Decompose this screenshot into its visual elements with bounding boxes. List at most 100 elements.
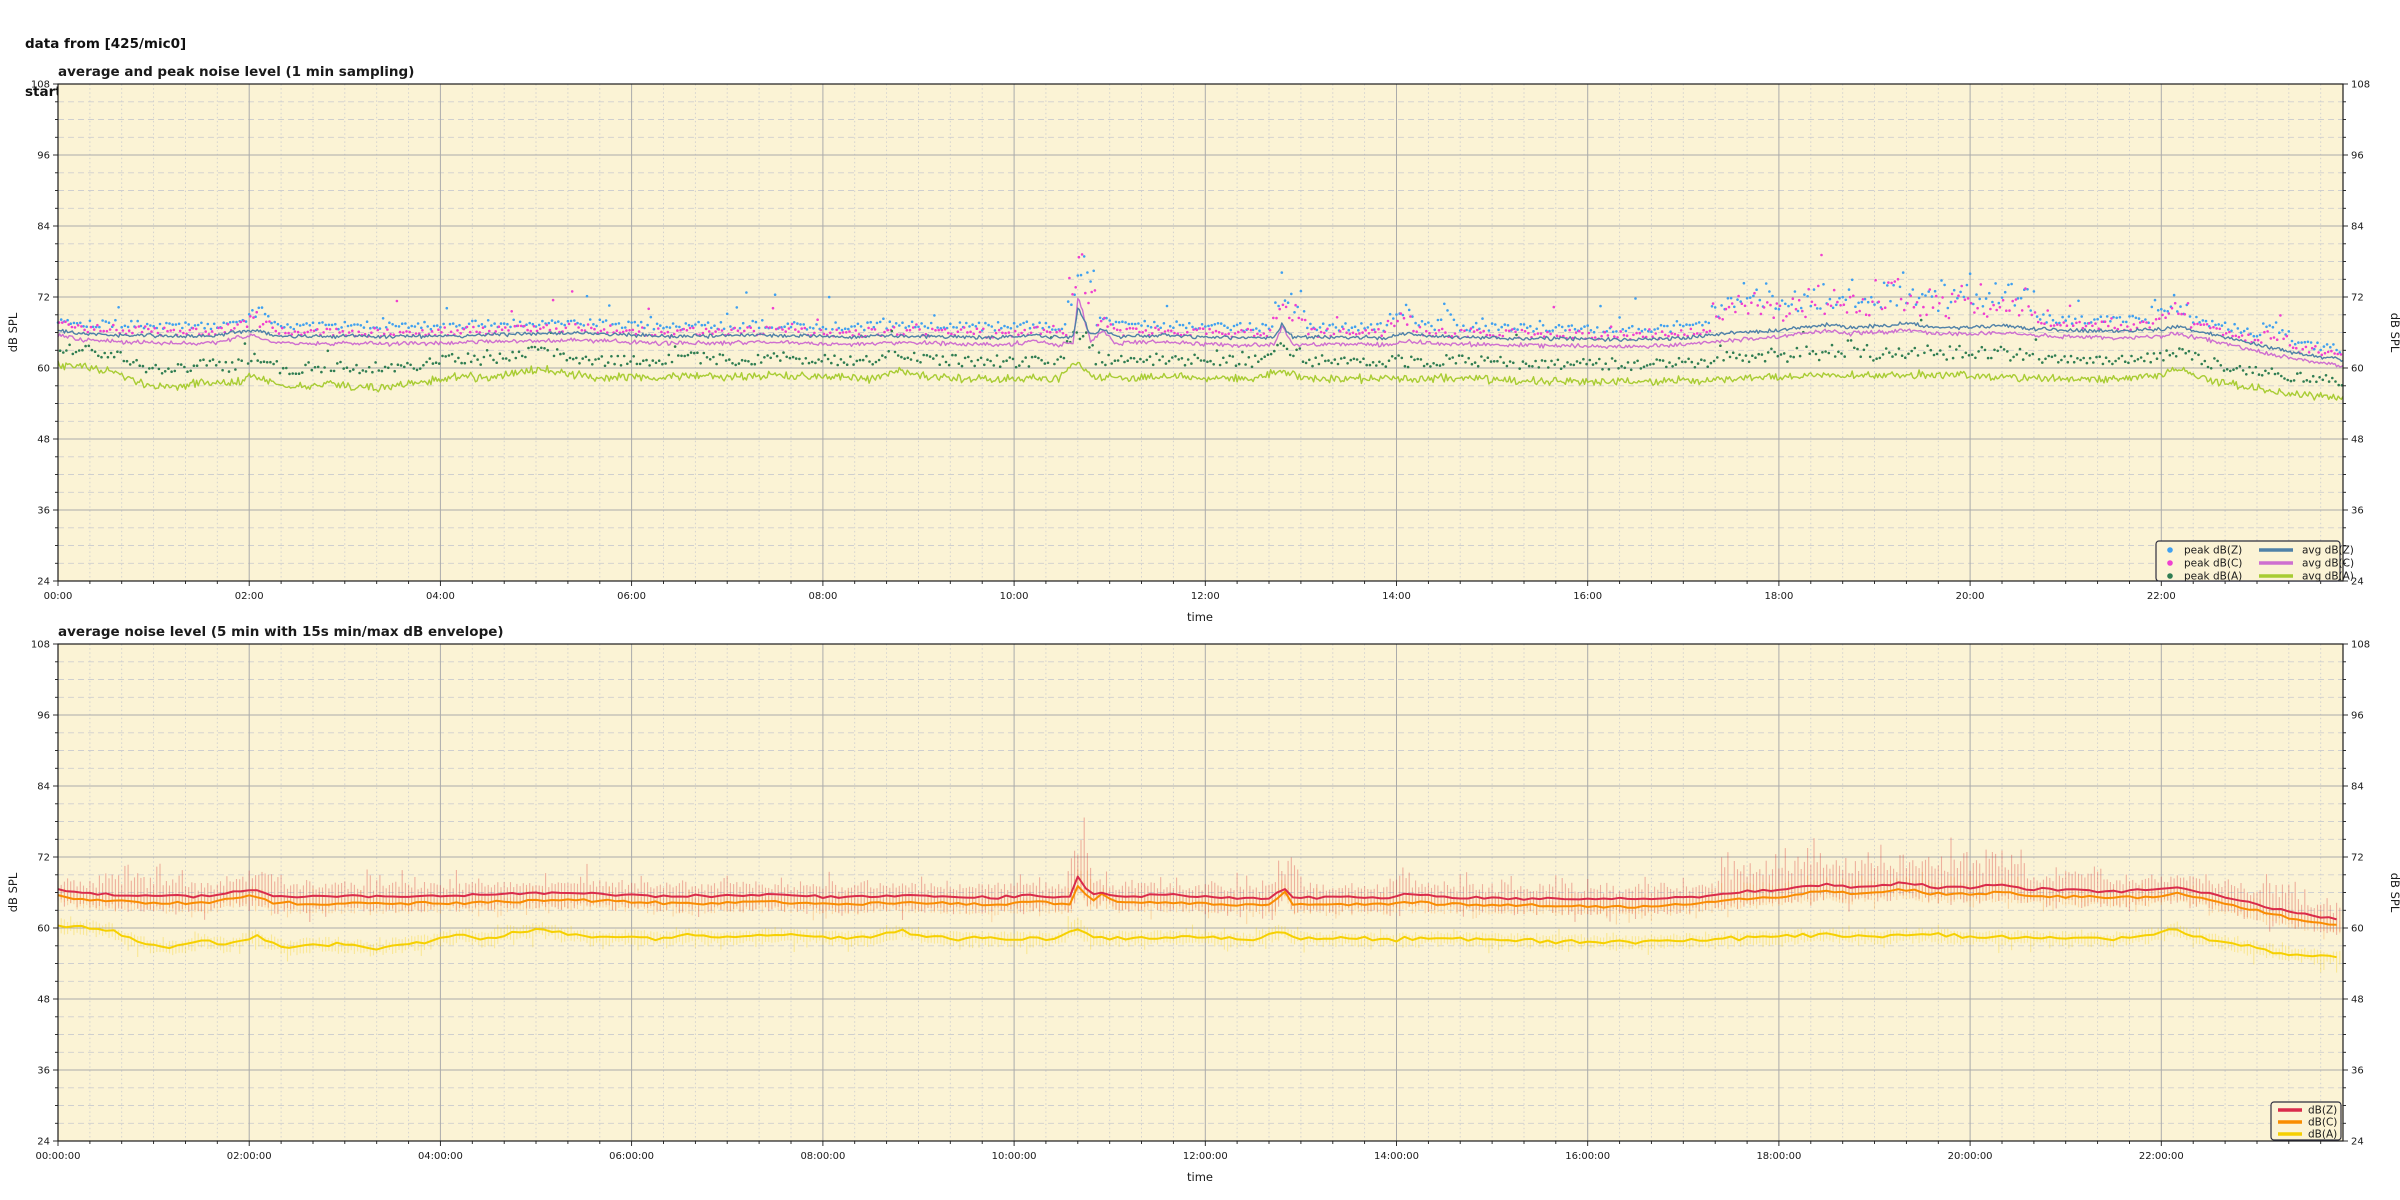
y-tick-label: 84 (37, 222, 50, 233)
y-tick-label-right: 108 (2351, 80, 2370, 91)
y-tick-label-right: 72 (2351, 853, 2364, 864)
y-tick-label-right: 60 (2351, 364, 2364, 375)
legend-marker-dot (2167, 573, 2173, 579)
y-tick-label-right: 60 (2351, 924, 2364, 935)
tick-labels: 24 24 36 36 48 48 60 60 72 72 84 84 96 96 108 108 00:00 0… (31, 80, 2370, 603)
x-tick-label: 04:00 (426, 591, 455, 602)
legend: peak dB(Z)peak dB(C)peak dB(A)avg dB(Z)a… (2155, 540, 2354, 583)
top-chart-ylabel-right: dB SPL (2388, 313, 2400, 353)
y-tick-label-right: 36 (2351, 506, 2364, 517)
y-tick-label: 60 (37, 924, 50, 935)
y-tick-label-right: 24 (2351, 1137, 2364, 1148)
legend-label: dB(A) (2308, 1129, 2337, 1141)
y-tick-label: 108 (31, 80, 50, 91)
y-tick-label-right: 48 (2351, 435, 2364, 446)
legend-label: dB(Z) (2308, 1105, 2337, 1117)
series-peak dB(C) (57, 253, 2343, 357)
series (56, 253, 2344, 401)
series-dB(C) (57, 885, 2337, 926)
y-tick-label-right: 24 (2351, 577, 2364, 588)
x-tick-label: 14:00 (1382, 591, 1411, 602)
x-tick-label: 08:00 (808, 591, 837, 602)
bottom-chart-title: average noise level (5 min with 15s min/… (58, 624, 504, 640)
y-tick-label-right: 84 (2351, 782, 2364, 793)
legend-label: avg dB(C) (2302, 558, 2354, 570)
gridlines (58, 643, 2343, 1142)
top-chart-xlabel: time (1187, 610, 1213, 624)
bottom-chart-ylabel-left: dB SPL (6, 872, 20, 912)
y-tick-label: 72 (37, 293, 50, 304)
x-tick-label: 22:00 (2147, 591, 2176, 602)
x-tick-label: 10:00 (1000, 591, 1029, 602)
y-tick-label-right: 48 (2351, 995, 2364, 1006)
y-tick-label: 84 (37, 782, 50, 793)
x-tick-label: 00:00 (44, 591, 73, 602)
x-tick-label: 00:00:00 (36, 1151, 81, 1162)
legend-marker-dot (2167, 547, 2173, 553)
legend: dB(Z)dB(C)dB(A) (2270, 1101, 2342, 1141)
x-tick-label: 06:00 (617, 591, 646, 602)
series-avg dB(C) (57, 297, 2344, 368)
legend-marker-dot (2167, 560, 2173, 566)
series-avg dB(A) (57, 360, 2344, 401)
y-tick-label: 48 (37, 995, 50, 1006)
series-avg dB(Z) (57, 307, 2344, 362)
y-tick-label: 36 (37, 506, 50, 517)
series-envelope dB(Z) (57, 817, 2341, 935)
y-tick-label: 96 (37, 711, 50, 722)
series-dB(A) (57, 924, 2337, 959)
y-tick-label: 108 (31, 640, 50, 651)
legend-label: dB(C) (2308, 1117, 2337, 1129)
x-tick-label: 22:00:00 (2139, 1151, 2184, 1162)
x-tick-label: 02:00:00 (227, 1151, 272, 1162)
x-tick-label: 04:00:00 (418, 1151, 463, 1162)
y-tick-label-right: 84 (2351, 222, 2364, 233)
tick-labels: 24 24 36 36 48 48 60 60 72 72 84 84 96 96 108 108 00:00:… (31, 640, 2370, 1163)
y-tick-label: 24 (37, 1137, 50, 1148)
legend-label: avg dB(Z) (2302, 545, 2354, 557)
y-tick-label-right: 108 (2351, 640, 2370, 651)
y-tick-label: 72 (37, 853, 50, 864)
y-tick-label: 48 (37, 435, 50, 446)
series-peak dB(A) (58, 318, 2344, 387)
x-tick-label: 14:00:00 (1374, 1151, 1419, 1162)
x-tick-label: 16:00 (1573, 591, 1602, 602)
y-tick-label: 24 (37, 577, 50, 588)
legend-label: peak dB(Z) (2184, 545, 2242, 557)
axes (53, 83, 2348, 586)
legend-label: peak dB(C) (2184, 558, 2242, 570)
x-tick-label: 02:00 (235, 591, 264, 602)
series-dB(Z) (57, 875, 2337, 921)
series-peak dB(Z) (56, 255, 2342, 354)
legend-label: peak dB(A) (2184, 571, 2242, 583)
series (57, 817, 2341, 973)
series-envelope dB(C) (57, 869, 2341, 940)
x-tick-label: 06:00:00 (609, 1151, 654, 1162)
bottom-chart-xlabel: time (1187, 1170, 1213, 1184)
x-tick-label: 12:00 (1191, 591, 1220, 602)
top-chart-ylabel-left: dB SPL (6, 312, 20, 352)
y-tick-label-right: 96 (2351, 151, 2364, 162)
y-tick-label-right: 72 (2351, 293, 2364, 304)
y-tick-label-right: 96 (2351, 711, 2364, 722)
y-tick-label: 60 (37, 364, 50, 375)
x-tick-label: 16:00:00 (1565, 1151, 1610, 1162)
x-tick-label: 10:00:00 (992, 1151, 1037, 1162)
y-tick-label-right: 36 (2351, 1066, 2364, 1077)
gridlines (58, 83, 2343, 582)
y-tick-label: 36 (37, 1066, 50, 1077)
x-tick-label: 12:00:00 (1183, 1151, 1228, 1162)
bottom-chart-ylabel-right: dB SPL (2388, 873, 2400, 913)
x-tick-label: 20:00:00 (1948, 1151, 1993, 1162)
top-chart-title: average and peak noise level (1 min samp… (58, 64, 414, 80)
x-tick-label: 18:00:00 (1756, 1151, 1801, 1162)
x-tick-label: 20:00 (1956, 591, 1985, 602)
y-tick-label: 96 (37, 151, 50, 162)
axes (53, 643, 2348, 1146)
header-line1: data from [425/mic0] (25, 36, 187, 52)
legend-label: avg dB(A) (2302, 571, 2354, 583)
x-tick-label: 08:00:00 (800, 1151, 845, 1162)
